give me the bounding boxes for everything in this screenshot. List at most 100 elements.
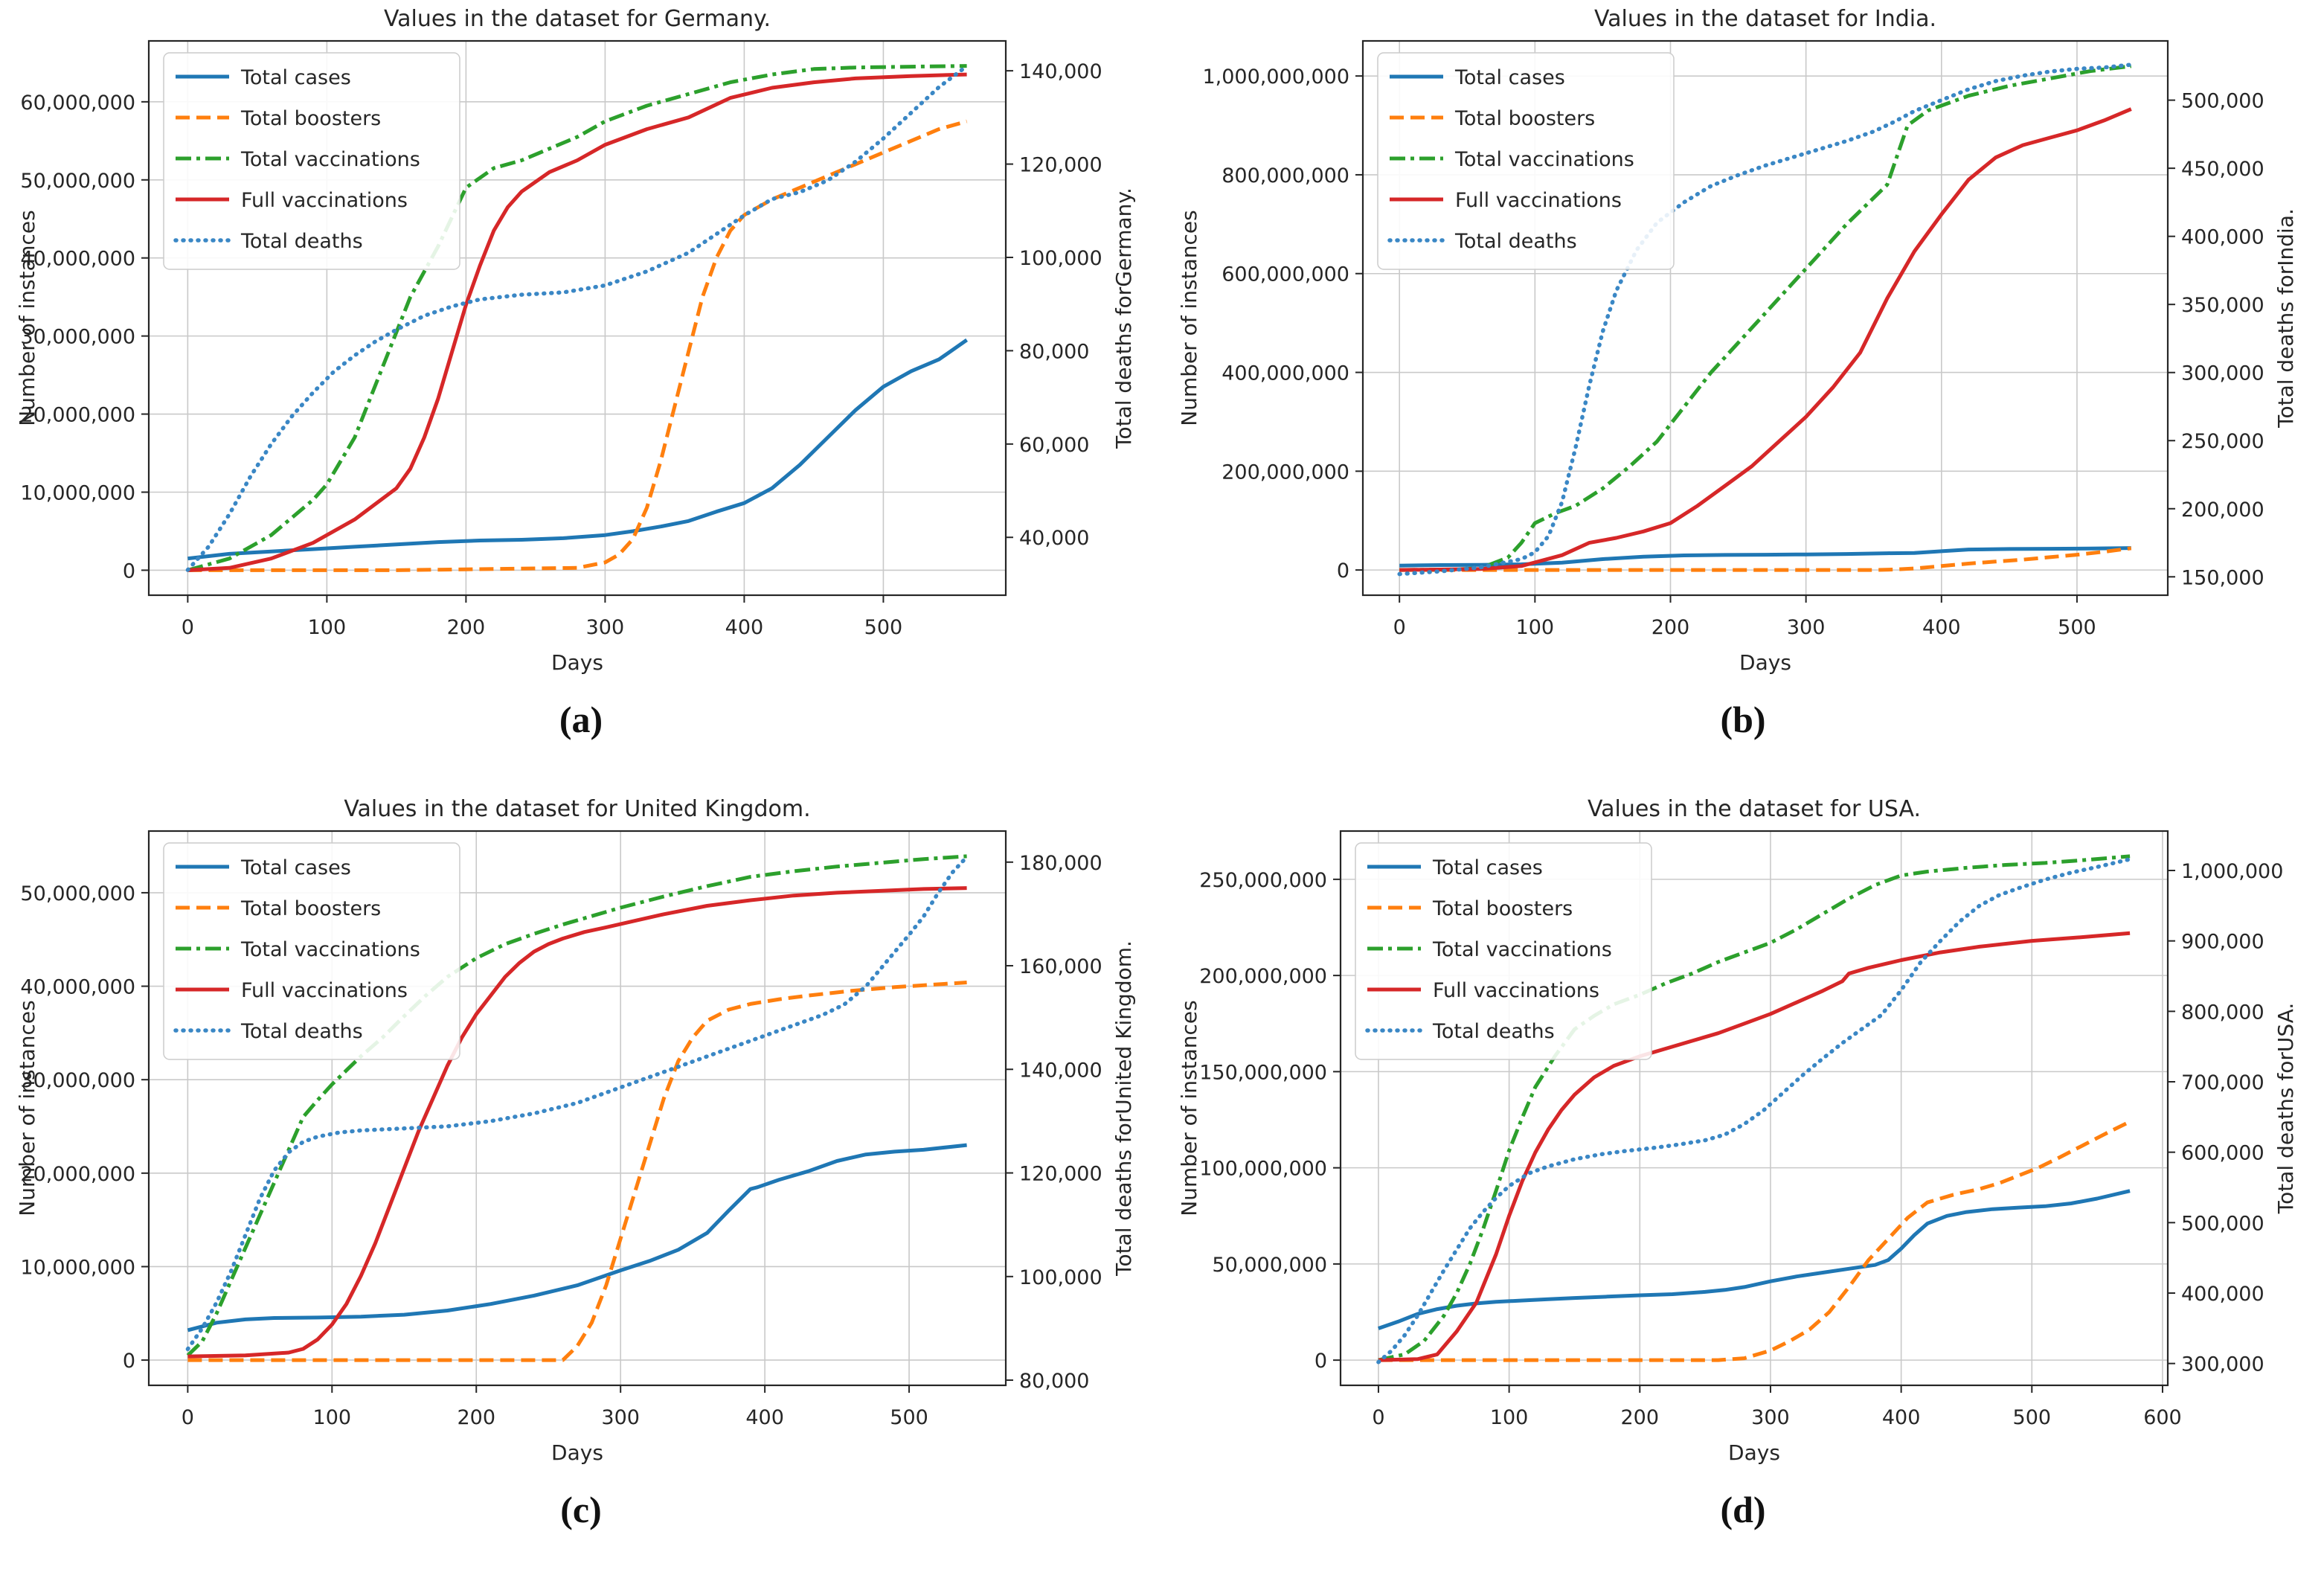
- series-line-vaccinations: [1378, 854, 2131, 1362]
- x-tick-label: 200: [1621, 1406, 1660, 1429]
- left-tick-label: 20,000,000: [20, 404, 135, 427]
- left-tick-label: 20,000,000: [20, 1163, 135, 1186]
- axis-ticks: 0 100 200 300 400 500 0 200,000,000 400,000,000 6…: [1202, 65, 2264, 639]
- left-tick-label: 40,000,000: [20, 976, 135, 999]
- series-line-vaccinations: [1399, 64, 2132, 572]
- panel-india: 0 100 200 300 400 500 0 200,000,000 400,000,000 6…: [1162, 0, 2324, 684]
- right-tick-label: 350,000: [2181, 294, 2264, 317]
- legend-label: Total cases: [1454, 66, 1565, 89]
- right-tick-label: 120,000: [1019, 154, 1102, 177]
- left-tick-label: 800,000,000: [1222, 164, 1349, 187]
- y-axis-label-right: Total deaths forUSA.: [2273, 1003, 2298, 1215]
- chart-title: Values in the dataset for India.: [1594, 6, 1936, 32]
- x-tick-label: 0: [1372, 1406, 1384, 1429]
- x-tick-label: 300: [601, 1406, 640, 1429]
- left-tick-label: 0: [123, 1350, 135, 1373]
- legend-label: Total boosters: [1432, 897, 1573, 920]
- y-axis-label-right: Total deaths forIndia.: [2273, 208, 2298, 429]
- legend-label: Total deaths: [1432, 1020, 1555, 1043]
- legend-label: Total boosters: [240, 897, 381, 920]
- left-tick-label: 10,000,000: [20, 481, 135, 504]
- left-tick-label: 0: [123, 559, 135, 583]
- series: [1376, 854, 2132, 1364]
- plot-border: [1361, 39, 2169, 597]
- subfigure-caption: (d): [1720, 1489, 1766, 1530]
- left-tick-label: 50,000,000: [20, 882, 135, 905]
- left-tick-label: 600,000,000: [1222, 263, 1349, 286]
- caption-d: (d): [1162, 1475, 2324, 1581]
- series-line-deaths: [185, 64, 969, 572]
- chart-united-kingdom: 0 100 200 300 400 500 0 10,000,000 20,000,000 30,…: [15, 796, 1136, 1465]
- plot-border: [147, 39, 1007, 597]
- caption-c: (c): [0, 1475, 1162, 1581]
- right-tick-label: 250,000: [2181, 430, 2264, 453]
- y-axis-label-left: Number of instances: [15, 210, 39, 426]
- subfigure-caption: (a): [559, 699, 603, 740]
- right-tick-label: 100,000: [1019, 247, 1102, 270]
- legend: Total cases Total boosters Total vaccinati…: [163, 842, 460, 1060]
- right-tick-label: 600,000: [2181, 1142, 2264, 1165]
- y-axis-label-left: Number of instances: [1177, 210, 1201, 426]
- subfigure-caption: (c): [560, 1489, 602, 1530]
- x-tick-label: 200: [447, 616, 486, 639]
- axis-ticks: 0 100 200 300 400 500 600 0 50,000,000 100,000,00…: [1199, 860, 2283, 1429]
- series-line-cases: [187, 338, 969, 561]
- y-axis-label-left: Number of instances: [1177, 1000, 1201, 1216]
- x-tick-label: 300: [1787, 616, 1826, 639]
- right-tick-label: 800,000: [2181, 1001, 2264, 1024]
- series-line-boosters: [187, 981, 967, 1362]
- legend-label: Total vaccinations: [1454, 148, 1634, 171]
- right-tick-label: 150,000: [2181, 566, 2264, 589]
- left-tick-label: 200,000,000: [1222, 461, 1349, 484]
- x-tick-label: 500: [890, 1406, 928, 1429]
- right-tick-label: 120,000: [1019, 1163, 1102, 1186]
- x-tick-label: 0: [1393, 616, 1406, 639]
- x-tick-label: 500: [2013, 1406, 2052, 1429]
- left-tick-label: 0: [1315, 1350, 1327, 1373]
- right-tick-label: 500,000: [2181, 1212, 2264, 1235]
- left-tick-label: 100,000,000: [1199, 1158, 1327, 1181]
- legend-label: Total cases: [1432, 856, 1543, 879]
- plot-border: [147, 830, 1007, 1387]
- legend: Total cases Total boosters Total vaccinati…: [1377, 52, 1675, 270]
- x-tick-label: 400: [745, 1406, 784, 1429]
- right-tick-label: 450,000: [2181, 158, 2264, 181]
- left-tick-label: 40,000,000: [20, 248, 135, 271]
- right-tick-label: 140,000: [1019, 1059, 1102, 1082]
- x-tick-label: 500: [2058, 616, 2096, 639]
- panel-usa: 0 100 200 300 400 500 600 0 50,000,000 100,000,00…: [1162, 790, 2324, 1475]
- x-tick-label: 0: [182, 1406, 194, 1429]
- gridlines: [149, 831, 1006, 1385]
- left-tick-label: 50,000,000: [1212, 1254, 1327, 1277]
- legend-label: Full vaccinations: [1433, 979, 1599, 1002]
- series-line-boosters: [1399, 546, 2132, 572]
- right-tick-label: 500,000: [2181, 90, 2264, 113]
- left-tick-label: 60,000,000: [20, 92, 135, 115]
- x-axis-label: Days: [1728, 1440, 1780, 1465]
- chart-title: Values in the dataset for United Kingdom…: [344, 796, 810, 822]
- left-tick-label: 400,000,000: [1222, 362, 1349, 385]
- x-axis-label: Days: [1739, 650, 1791, 675]
- caption-b: (b): [1162, 684, 2324, 790]
- right-tick-label: 200,000: [2181, 498, 2264, 522]
- left-tick-label: 30,000,000: [20, 326, 135, 349]
- x-tick-label: 200: [1651, 616, 1690, 639]
- series-line-deaths: [185, 855, 969, 1352]
- left-tick-label: 50,000,000: [20, 170, 135, 193]
- x-tick-label: 100: [313, 1406, 352, 1429]
- left-tick-label: 150,000,000: [1199, 1061, 1327, 1084]
- x-tick-label: 400: [1882, 1406, 1921, 1429]
- legend: Total cases Total boosters Total vaccinati…: [1355, 842, 1652, 1060]
- x-tick-label: 100: [1516, 616, 1555, 639]
- left-tick-label: 250,000,000: [1199, 869, 1327, 892]
- legend-label: Full vaccinations: [1455, 189, 1622, 212]
- right-tick-label: 60,000: [1019, 434, 1089, 457]
- chart-germany: 0 100 200 300 400 500 0 10,000,000 20,000,000 30,…: [15, 6, 1136, 675]
- legend-label: Total vaccinations: [240, 938, 420, 961]
- x-tick-label: 500: [864, 616, 903, 639]
- chart-title: Values in the dataset for USA.: [1588, 796, 1921, 822]
- legend-label: Total cases: [240, 66, 351, 89]
- panel-germany: 0 100 200 300 400 500 0 10,000,000 20,000,000 30,…: [0, 0, 1162, 684]
- plot-border: [1339, 830, 2169, 1387]
- right-tick-label: 700,000: [2181, 1071, 2264, 1094]
